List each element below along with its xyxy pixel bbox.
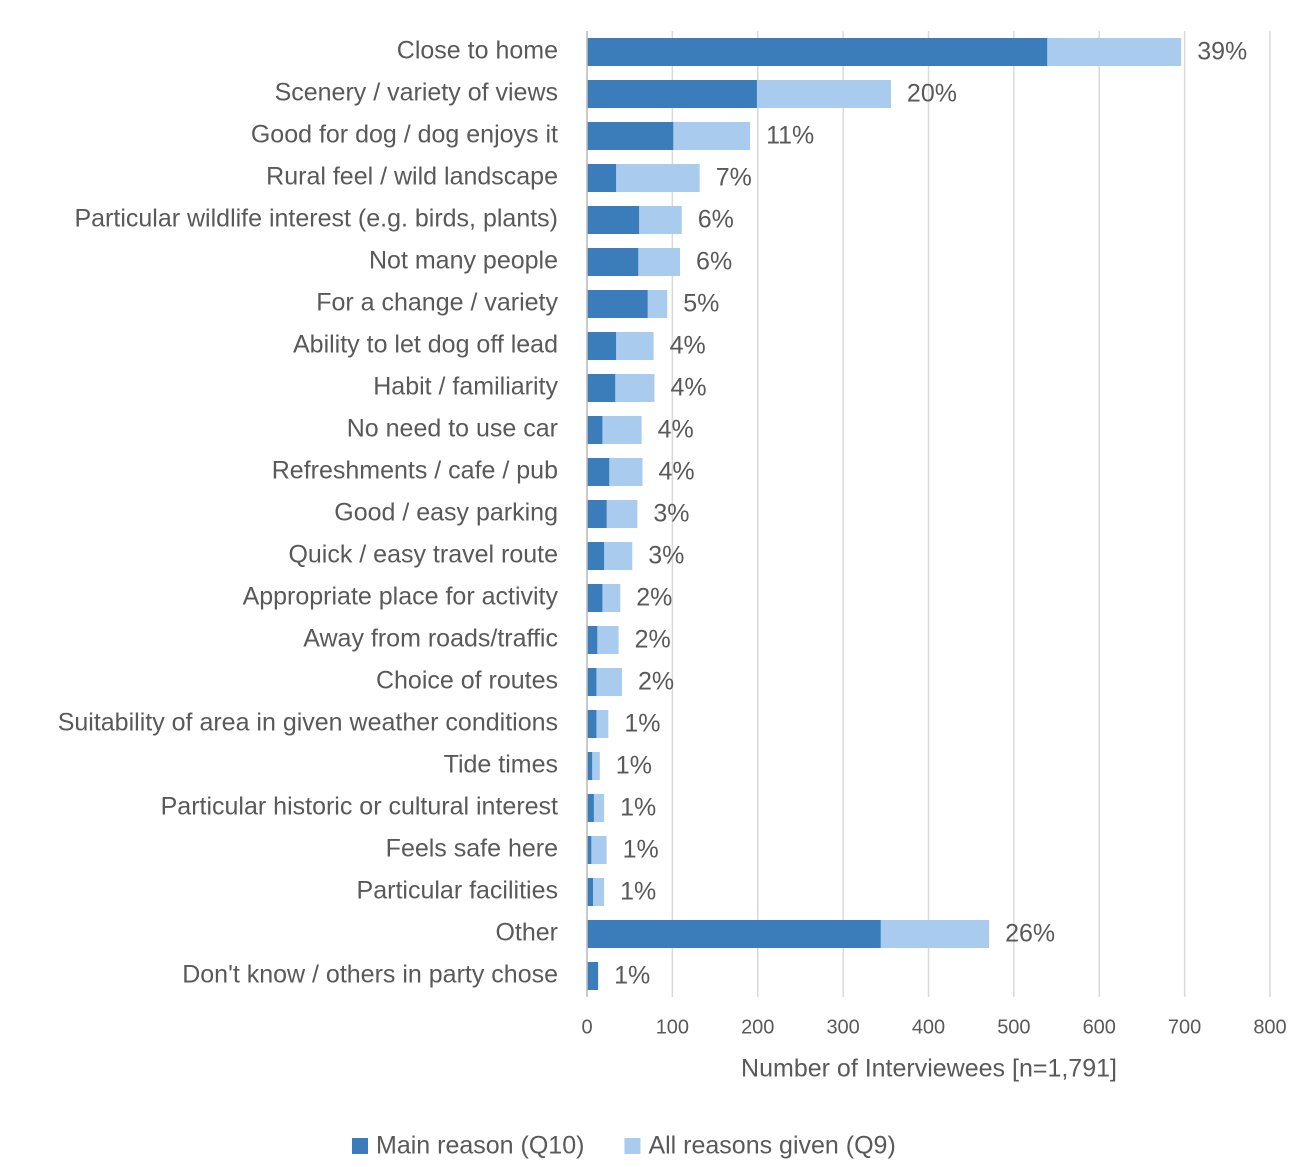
- data-label: 1%: [623, 836, 659, 864]
- y-tick-label: Ability to let dog off lead: [293, 331, 558, 359]
- data-label: 4%: [670, 374, 706, 402]
- data-label: 6%: [696, 248, 732, 276]
- legend-swatch: [352, 1138, 368, 1154]
- y-tick-label: Choice of routes: [376, 667, 558, 695]
- bar: [587, 458, 610, 486]
- y-tick-label: Rural feel / wild landscape: [266, 163, 558, 191]
- x-tick-label: 800: [1253, 1016, 1286, 1038]
- y-tick-label: Good / easy parking: [334, 499, 558, 527]
- data-label: 4%: [658, 458, 694, 486]
- data-label: 4%: [670, 332, 706, 360]
- bar: [587, 752, 593, 780]
- data-label: 1%: [616, 752, 652, 780]
- bar: [587, 416, 603, 444]
- bar: [587, 38, 1048, 66]
- legend-label: Main reason (Q10): [376, 1132, 584, 1160]
- x-tick-label: 200: [741, 1016, 774, 1038]
- y-tick-label: Refreshments / cafe / pub: [272, 457, 558, 485]
- y-tick-label: Other: [495, 919, 558, 947]
- data-label: 7%: [716, 164, 752, 192]
- bar: [587, 290, 648, 318]
- y-tick-label: Not many people: [369, 247, 558, 275]
- data-label: 2%: [638, 668, 674, 696]
- data-label: 20%: [907, 80, 957, 108]
- x-tick-label: 400: [912, 1016, 945, 1038]
- y-tick-label: No need to use car: [347, 415, 558, 443]
- y-tick-label: Particular historic or cultural interest: [161, 793, 558, 821]
- legend-label: All reasons given (Q9): [648, 1132, 895, 1160]
- bar: [587, 374, 616, 402]
- data-label: 6%: [698, 206, 734, 234]
- y-tick-label: Feels safe here: [386, 835, 558, 863]
- y-tick-label: Don't know / others in party chose: [182, 961, 558, 989]
- y-tick-label: Quick / easy travel route: [288, 541, 558, 569]
- bar: [587, 584, 603, 612]
- y-tick-label: Particular facilities: [357, 877, 558, 905]
- data-label: 2%: [635, 626, 671, 654]
- x-tick-label: 100: [656, 1016, 689, 1038]
- y-tick-label: For a change / variety: [316, 289, 558, 317]
- x-tick-label: 600: [1083, 1016, 1116, 1038]
- bar: [587, 332, 617, 360]
- y-tick-label: Away from roads/traffic: [303, 625, 558, 653]
- y-tick-label: Suitability of area in given weather con…: [58, 709, 558, 737]
- y-tick-label: Scenery / variety of views: [275, 79, 558, 107]
- bar: [587, 80, 757, 108]
- data-label: 3%: [653, 500, 689, 528]
- y-tick-label: Close to home: [397, 37, 558, 65]
- bar: [587, 164, 617, 192]
- data-label: 3%: [648, 542, 684, 570]
- data-label: 4%: [658, 416, 694, 444]
- bar: [587, 710, 597, 738]
- bar: [587, 962, 599, 990]
- bar: [587, 836, 607, 864]
- bar: [587, 206, 640, 234]
- x-tick-label: 500: [997, 1016, 1030, 1038]
- y-tick-label: Tide times: [444, 751, 558, 779]
- bar: [587, 794, 594, 822]
- data-label: 39%: [1197, 38, 1247, 66]
- x-tick-label: 300: [826, 1016, 859, 1038]
- data-label: 1%: [620, 878, 656, 906]
- y-tick-label: Good for dog / dog enjoys it: [251, 121, 558, 149]
- data-label: 5%: [683, 290, 719, 318]
- y-tick-label: Particular wildlife interest (e.g. birds…: [74, 205, 558, 233]
- bar: [587, 878, 593, 906]
- data-label: 26%: [1005, 920, 1055, 948]
- data-label: 1%: [614, 962, 650, 990]
- y-tick-label: Habit / familiarity: [373, 373, 558, 401]
- x-axis-title: Number of Interviewees [n=1,791]: [741, 1055, 1117, 1083]
- data-label: 11%: [766, 122, 814, 150]
- data-label: 2%: [636, 584, 672, 612]
- bar: [587, 668, 597, 696]
- legend-swatch: [624, 1138, 641, 1154]
- bar: [587, 626, 598, 654]
- bar: [587, 836, 592, 864]
- bar: [587, 122, 674, 150]
- data-label: 1%: [624, 710, 660, 738]
- bar: [587, 920, 881, 948]
- x-tick-label: 0: [581, 1016, 592, 1038]
- bar: [587, 542, 605, 570]
- x-tick-label: 700: [1168, 1016, 1201, 1038]
- bar: [587, 248, 639, 276]
- bar: [587, 500, 607, 528]
- data-label: 1%: [620, 794, 656, 822]
- y-tick-label: Appropriate place for activity: [243, 583, 559, 611]
